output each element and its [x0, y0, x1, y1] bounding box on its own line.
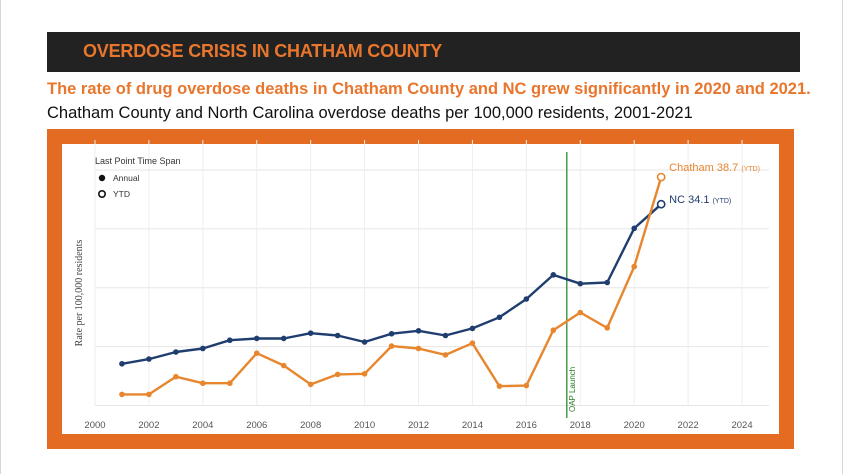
x-axis-ticks: 2000 2002 2004 2006 2008 2010 2012 2014 2016 2018…	[84, 420, 752, 431]
nc-point	[656, 199, 666, 209]
chatham-point	[307, 381, 314, 388]
nc-point	[119, 360, 125, 367]
nc-point	[173, 349, 179, 355]
legend-annual-label: Annual	[113, 173, 140, 183]
chatham-point	[119, 391, 125, 398]
end-labels: Chatham 38.7 (YTD) NC 34.1 (YTD)	[669, 162, 760, 206]
series-layer	[119, 172, 666, 398]
nc-point	[200, 345, 206, 352]
chatham-point	[550, 327, 557, 334]
nc-point	[415, 328, 422, 334]
legend-ytd-label: YTD	[113, 189, 130, 199]
chatham-end-label: Chatham 38.7 (YTD)	[669, 162, 760, 174]
nc-point	[146, 356, 152, 362]
nc-point	[253, 335, 260, 342]
chatham-point	[523, 382, 530, 389]
legend: Last Point Time Span Annual YTD	[95, 156, 181, 199]
x-tick-label: 2004	[192, 420, 213, 431]
chatham-point	[334, 371, 341, 378]
x-tick-label: 2002	[138, 420, 159, 431]
x-tick-label: 2024	[731, 420, 752, 431]
nc-point	[442, 332, 449, 339]
chatham-point	[415, 345, 422, 352]
nc-point	[334, 332, 341, 339]
chatham-point	[442, 352, 449, 358]
chatham-point	[361, 370, 368, 377]
nc-point	[631, 225, 637, 232]
page-edge-left	[0, 0, 1, 474]
nc-point	[469, 325, 476, 332]
banner-title: OVERDOSE CRISIS IN CHATHAM COUNTY	[83, 41, 443, 61]
x-tick-label: 2000	[84, 420, 105, 431]
nc-point	[604, 279, 611, 286]
chart-panel	[62, 144, 779, 434]
x-tick-label: 2016	[516, 420, 537, 431]
nc-point	[523, 296, 530, 302]
chatham-point	[656, 172, 666, 182]
nc-point	[307, 330, 314, 336]
nc-end-label: NC 34.1 (YTD)	[669, 194, 731, 206]
chatham-point	[496, 383, 503, 389]
chatham-point	[280, 362, 287, 369]
x-tick-label: 2018	[570, 420, 591, 431]
chatham-point	[388, 343, 395, 349]
chatham-point	[200, 380, 206, 387]
nc-point	[227, 337, 233, 344]
chatham-point	[469, 340, 476, 346]
y-axis-label: Rate per 100,000 residents	[74, 240, 85, 347]
x-tick-label: 2020	[624, 420, 645, 431]
annotation-layer: OAP Launch	[566, 152, 577, 418]
x-tick-label: 2014	[462, 420, 483, 431]
nc-point	[361, 339, 368, 345]
page-edge-right	[842, 0, 843, 474]
x-tick-label: 2006	[246, 420, 267, 431]
chatham-point	[631, 263, 637, 270]
chatham-point	[577, 309, 584, 316]
chatham-point	[253, 350, 260, 356]
chatham-point	[227, 380, 233, 387]
nc-point	[388, 330, 395, 337]
legend-ytd-marker	[98, 190, 107, 199]
title-banner: OVERDOSE CRISIS IN CHATHAM COUNTY	[47, 32, 800, 72]
nc-point	[577, 280, 584, 287]
x-tick-label: 2012	[408, 420, 429, 431]
x-tick-label: 2022	[678, 420, 699, 431]
nc-point	[280, 335, 287, 342]
legend-annual-marker	[98, 174, 106, 182]
x-tick-label: 2010	[354, 420, 375, 431]
chatham-point	[173, 373, 179, 380]
chatham-point	[146, 391, 152, 398]
grid-layer	[94, 140, 769, 406]
headline: The rate of drug overdose deaths in Chat…	[47, 80, 811, 98]
oap-launch-label: OAP Launch	[568, 367, 577, 412]
chatham-point	[604, 325, 611, 331]
legend-title: Last Point Time Span	[95, 156, 181, 166]
subhead: Chatham County and North Carolina overdo…	[47, 104, 693, 122]
nc-point	[550, 272, 557, 278]
x-tick-label: 2008	[300, 420, 321, 431]
nc-point	[496, 314, 503, 321]
